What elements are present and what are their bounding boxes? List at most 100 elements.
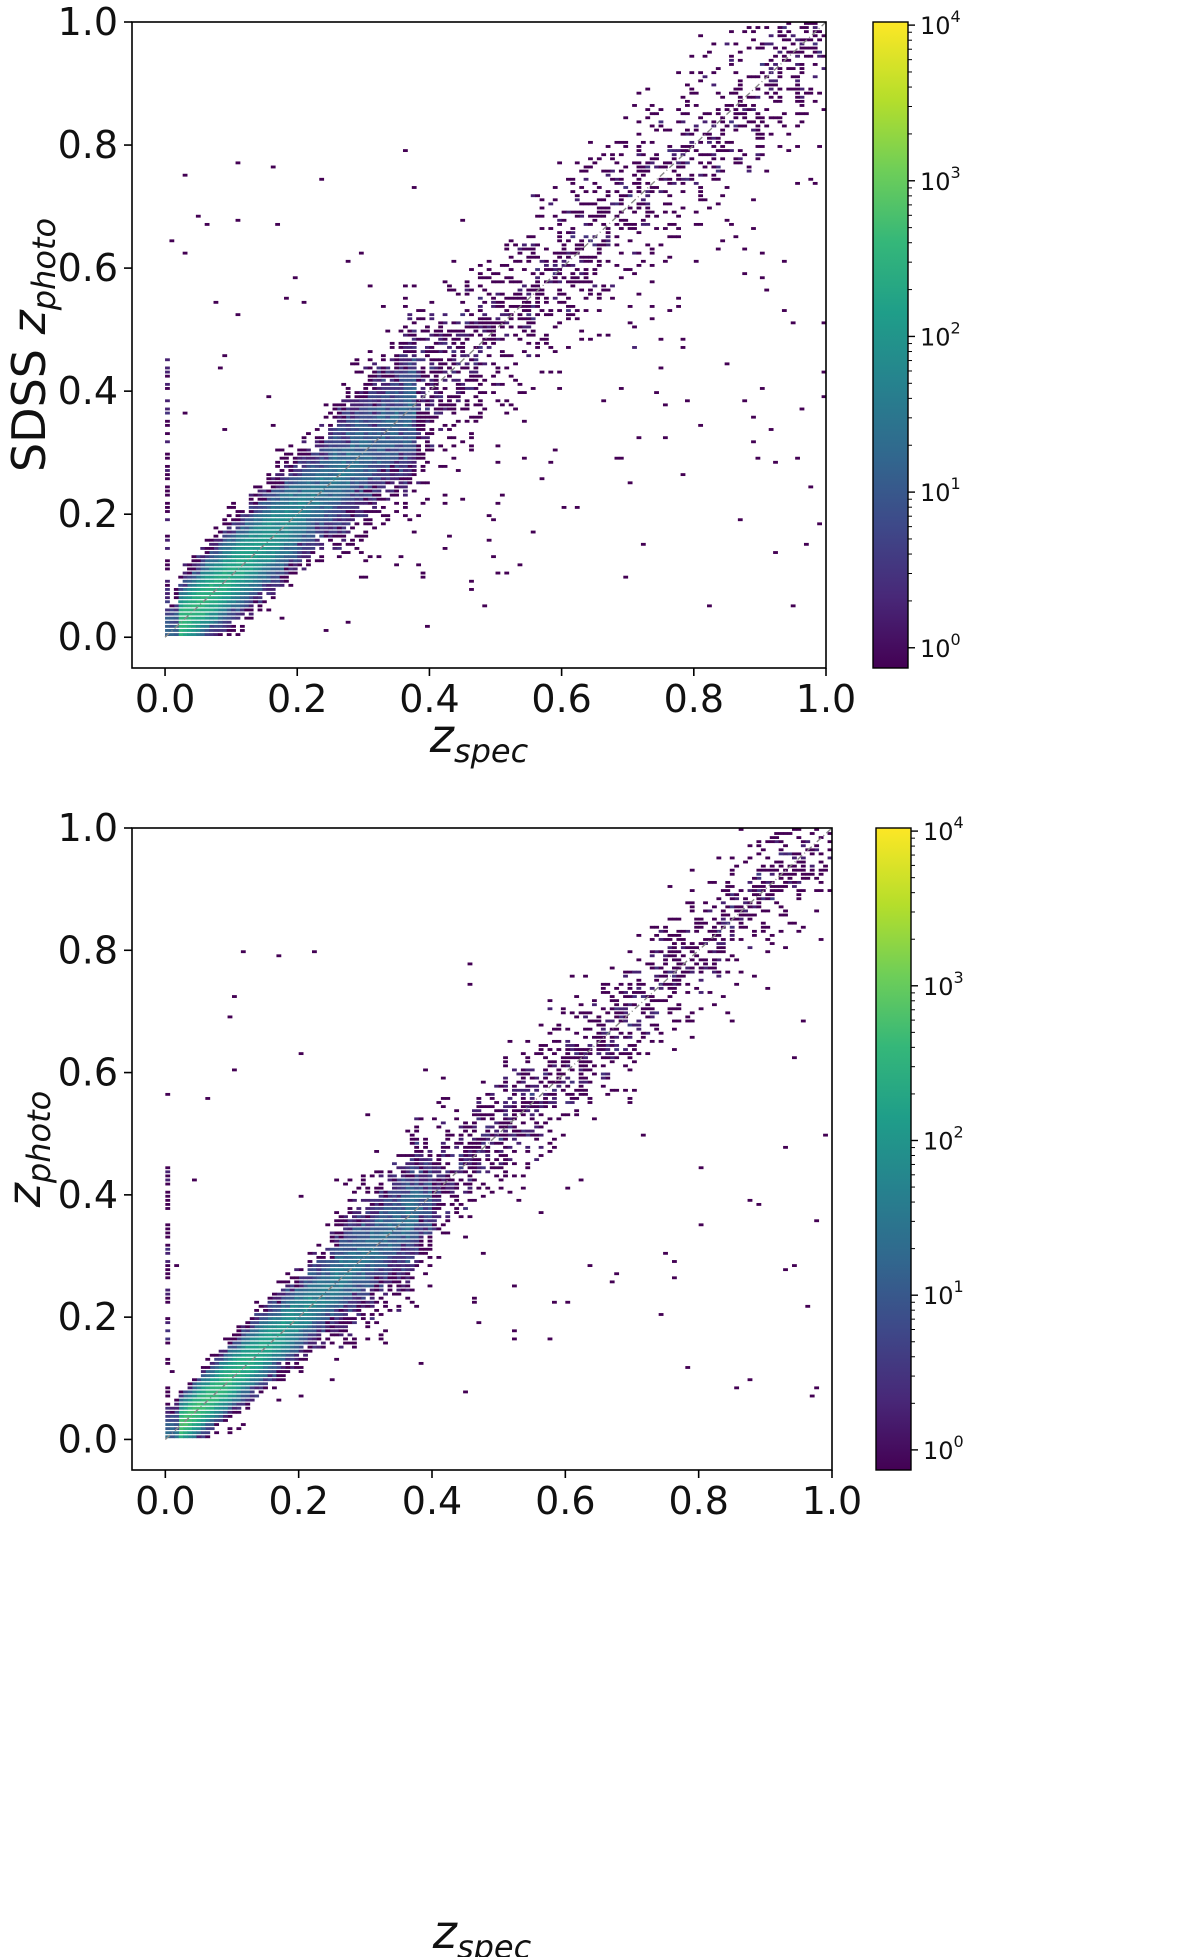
histogram-cell xyxy=(503,1117,508,1121)
histogram-cell xyxy=(380,387,386,390)
histogram-cell xyxy=(632,325,637,329)
histogram-cell xyxy=(405,1223,411,1227)
histogram-cell xyxy=(249,1370,255,1373)
histogram-cell xyxy=(306,481,311,485)
histogram-cell xyxy=(636,958,642,962)
histogram-cell xyxy=(297,473,303,477)
histogram-cell xyxy=(747,889,753,892)
histogram-cell xyxy=(623,194,629,198)
histogram-cell xyxy=(378,1276,384,1280)
histogram-cell xyxy=(636,436,642,440)
histogram-cell xyxy=(165,1414,171,1418)
histogram-cell xyxy=(178,575,184,579)
histogram-cell xyxy=(284,493,289,497)
histogram-cell xyxy=(402,358,408,362)
histogram-cell xyxy=(472,1150,477,1153)
histogram-cell xyxy=(347,1292,353,1296)
histogram-cell xyxy=(809,848,815,852)
histogram-cell xyxy=(464,419,470,423)
histogram-cell xyxy=(640,259,646,263)
histogram-cell xyxy=(579,259,585,263)
histogram-cell xyxy=(223,1390,228,1394)
histogram-cell xyxy=(235,559,241,563)
histogram-cell xyxy=(303,1349,308,1353)
histogram-cell xyxy=(374,1276,380,1280)
histogram-cell xyxy=(360,1280,366,1284)
histogram-cell xyxy=(380,391,386,394)
histogram-cell xyxy=(411,391,417,394)
histogram-cell xyxy=(521,391,527,394)
histogram-cell xyxy=(507,1117,513,1121)
histogram-cell xyxy=(217,616,223,620)
histogram-cell xyxy=(165,596,170,600)
histogram-cell xyxy=(239,547,245,550)
histogram-cell xyxy=(557,255,563,259)
histogram-cell xyxy=(323,534,329,538)
histogram-cell xyxy=(400,1182,406,1186)
histogram-cell xyxy=(312,1308,317,1312)
histogram-cell xyxy=(420,469,426,472)
histogram-cell xyxy=(485,1137,491,1141)
histogram-cell xyxy=(178,1410,184,1414)
histogram-cell xyxy=(799,95,805,99)
histogram-cell xyxy=(469,358,474,362)
histogram-cell xyxy=(165,624,170,628)
histogram-cell xyxy=(383,1227,388,1231)
histogram-cell xyxy=(374,1223,380,1227)
histogram-cell xyxy=(263,1308,268,1312)
histogram-cell xyxy=(356,1223,362,1227)
histogram-cell xyxy=(799,71,805,75)
histogram-cell xyxy=(389,477,395,481)
histogram-cell xyxy=(552,325,558,329)
histogram-cell xyxy=(231,624,236,628)
histogram-cell xyxy=(204,567,210,571)
histogram-cell xyxy=(438,444,444,448)
histogram-cell xyxy=(338,1215,344,1219)
histogram-cell xyxy=(569,1048,575,1051)
histogram-cell xyxy=(204,633,210,636)
histogram-cell xyxy=(235,161,241,165)
histogram-cell xyxy=(491,272,496,276)
histogram-cell xyxy=(795,95,800,99)
histogram-cell xyxy=(240,1423,246,1426)
histogram-cell xyxy=(583,309,589,312)
histogram-cell xyxy=(600,1076,606,1080)
histogram-cell xyxy=(671,210,677,214)
histogram-cell xyxy=(310,514,316,518)
histogram-cell xyxy=(618,1007,624,1011)
histogram-cell xyxy=(636,263,642,267)
histogram-cell xyxy=(360,1256,366,1259)
histogram-cell xyxy=(636,991,642,994)
histogram-cell xyxy=(566,210,571,214)
histogram-cell xyxy=(257,571,263,575)
histogram-cell xyxy=(288,505,294,509)
histogram-cell xyxy=(261,534,267,538)
histogram-cell xyxy=(306,538,311,542)
histogram-cell xyxy=(240,1394,246,1398)
histogram-cell xyxy=(279,530,285,534)
histogram-cell xyxy=(301,505,307,509)
histogram-cell xyxy=(345,542,351,546)
histogram-cell xyxy=(583,235,589,239)
histogram-cell xyxy=(402,423,408,427)
histogram-cell xyxy=(376,395,382,399)
histogram-cell xyxy=(473,366,479,370)
histogram-cell xyxy=(609,1027,615,1031)
histogram-cell xyxy=(289,1292,295,1296)
histogram-cell xyxy=(369,1239,375,1243)
histogram-cell xyxy=(521,309,527,312)
histogram-cell xyxy=(279,547,285,550)
histogram-cell xyxy=(232,1341,237,1345)
histogram-cell xyxy=(261,583,267,587)
histogram-cell xyxy=(414,1174,420,1178)
histogram-cell xyxy=(314,526,320,530)
histogram-cell xyxy=(329,1247,335,1251)
histogram-cell xyxy=(332,432,338,436)
histogram-cell xyxy=(416,391,422,394)
histogram-cell xyxy=(275,530,281,534)
histogram-cell xyxy=(380,444,386,448)
histogram-cell xyxy=(460,350,466,353)
histogram-cell xyxy=(711,71,717,75)
histogram-cell xyxy=(394,366,399,370)
histogram-cell xyxy=(350,436,355,440)
